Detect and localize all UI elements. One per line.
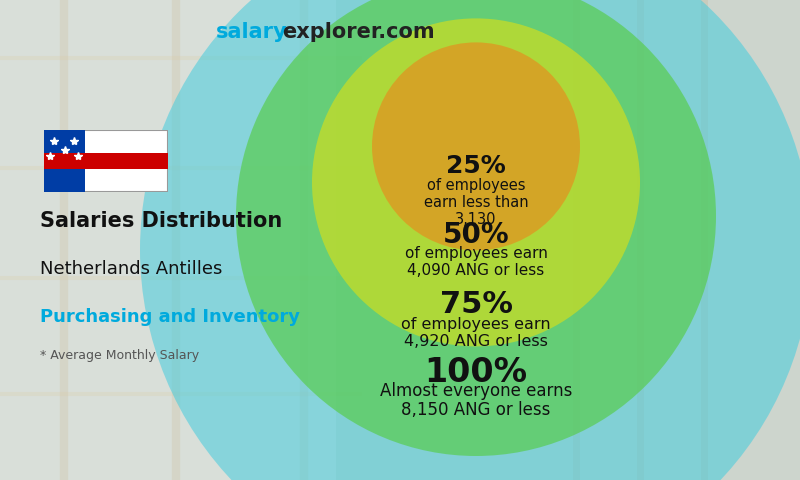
Text: 4,920 ANG or less: 4,920 ANG or less [404, 334, 548, 349]
Bar [44, 153, 168, 168]
Text: earn less than: earn less than [424, 195, 528, 210]
Ellipse shape [236, 0, 716, 456]
Text: salary: salary [216, 22, 288, 42]
Ellipse shape [140, 0, 800, 480]
Ellipse shape [312, 18, 640, 347]
Text: of employees: of employees [426, 178, 526, 193]
Bar [44, 153, 86, 168]
Text: 4,090 ANG or less: 4,090 ANG or less [407, 263, 545, 278]
Text: 3,130: 3,130 [455, 212, 497, 227]
Text: 25%: 25% [446, 155, 506, 179]
Text: 100%: 100% [425, 356, 527, 388]
Text: of employees earn: of employees earn [405, 246, 547, 261]
Text: 8,150 ANG or less: 8,150 ANG or less [402, 401, 550, 420]
Text: Salaries Distribution: Salaries Distribution [40, 211, 282, 231]
Text: 50%: 50% [442, 221, 510, 249]
Text: of employees earn: of employees earn [401, 316, 551, 332]
Text: explorer.com: explorer.com [282, 22, 435, 42]
Text: 75%: 75% [439, 290, 513, 319]
Text: Purchasing and Inventory: Purchasing and Inventory [40, 308, 300, 326]
Bar [44, 130, 86, 192]
Text: Almost everyone earns: Almost everyone earns [380, 382, 572, 400]
FancyBboxPatch shape [0, 0, 336, 480]
Ellipse shape [372, 42, 580, 251]
Text: * Average Monthly Salary: * Average Monthly Salary [40, 348, 199, 362]
Text: Netherlands Antilles: Netherlands Antilles [40, 260, 222, 278]
